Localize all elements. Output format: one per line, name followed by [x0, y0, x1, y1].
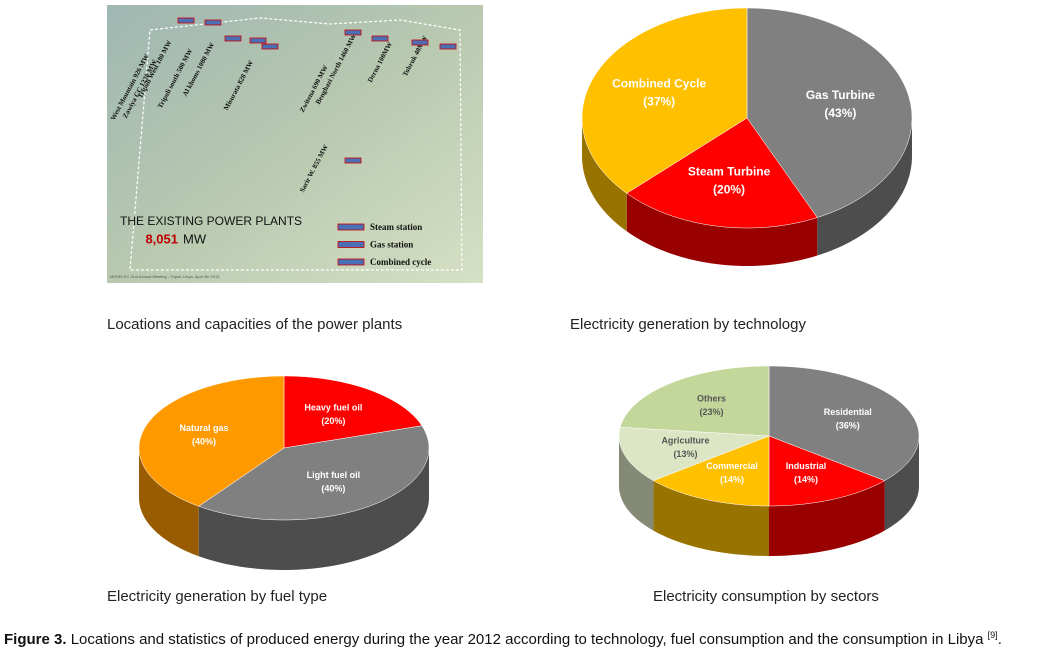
pie-slice	[626, 117, 818, 229]
plant-icon	[344, 157, 362, 164]
figure: THE EXISTING POWER PLANTS 8,051 MW MEDEL…	[107, 5, 920, 605]
map-image	[107, 5, 483, 283]
slice-label: Others	[697, 394, 726, 404]
panel-caption: Electricity generation by technology	[570, 316, 806, 333]
map-heading: THE EXISTING POWER PLANTS	[120, 214, 302, 228]
pie-side	[769, 480, 885, 556]
plant-icon	[411, 39, 429, 46]
legend-label: Combined cycle	[370, 257, 431, 267]
pie-slice	[746, 7, 913, 218]
pie-slice	[138, 375, 285, 507]
slice-label: Heavy fuel oil	[304, 402, 362, 412]
country-border	[129, 17, 463, 271]
panel-caption: Locations and capacities of the power pl…	[107, 316, 402, 333]
legend-label: Gas station	[370, 240, 413, 250]
plant-icon	[371, 35, 389, 42]
map-unit: MW	[183, 231, 207, 246]
plant-icon	[344, 29, 362, 36]
map-footer: MEDELEC 21st Annual Meeting - Tripoli, L…	[110, 274, 220, 279]
slice-label: Natural gas	[180, 423, 229, 433]
slice-value: (20%)	[713, 182, 745, 196]
pie-slice	[768, 435, 886, 507]
slice-value: (13%)	[673, 449, 697, 459]
legend-icon	[337, 258, 365, 266]
pie-slice	[581, 7, 748, 194]
slice-value: (40%)	[321, 483, 345, 493]
slice-value: (14%)	[720, 474, 744, 484]
panel-caption: Electricity consumption by sectors	[653, 588, 879, 605]
figure-caption: Figure 3. Locations and statistics of pr…	[4, 626, 1034, 649]
slice-value: (40%)	[192, 437, 216, 447]
plant-icon	[224, 35, 242, 42]
pie-side	[139, 448, 199, 557]
plant-icon	[204, 19, 222, 26]
plant-icon	[439, 43, 457, 50]
legend-label: Steam station	[370, 222, 422, 232]
slice-label: Agriculture	[661, 435, 709, 445]
pie-side	[582, 118, 627, 232]
slice-label: Light fuel oil	[307, 470, 361, 480]
pie-side	[817, 118, 912, 256]
pie-slice	[283, 375, 423, 449]
slice-label: Combined Cycle	[612, 76, 706, 90]
slice-value: (23%)	[699, 407, 723, 417]
pie-slice	[618, 426, 770, 481]
plant-icon	[177, 17, 195, 24]
legend-icon	[337, 223, 365, 231]
caption-ref: [9]	[987, 630, 998, 640]
caption-label: Figure 3.	[4, 631, 67, 648]
pie-slice	[198, 425, 430, 521]
legend-icon	[337, 241, 365, 248]
panel-caption: Electricity generation by fuel type	[107, 588, 327, 605]
plant-icon	[261, 43, 279, 50]
slice-value: (14%)	[794, 474, 818, 484]
pie-slice	[652, 435, 770, 507]
caption-end: .	[997, 631, 1002, 648]
slice-label: Gas Turbine	[806, 88, 875, 102]
slice-label: Commercial	[706, 461, 758, 471]
pie-slice	[768, 365, 920, 481]
slice-value: (20%)	[321, 416, 345, 426]
pie-side	[626, 193, 818, 266]
caption-text: Locations and statistics of produced ene…	[70, 631, 984, 648]
slice-label: Industrial	[786, 461, 827, 471]
pie-side	[653, 480, 769, 556]
slice-label: Residential	[824, 407, 872, 417]
pie-slice	[619, 365, 770, 437]
pie-side	[198, 448, 429, 570]
slice-label: Steam Turbine	[688, 164, 771, 178]
slice-value: (43%)	[824, 106, 856, 120]
plant-icon	[249, 37, 267, 44]
slice-value: (37%)	[643, 94, 675, 108]
map-total: 8,051	[145, 231, 178, 246]
slice-value: (36%)	[836, 420, 860, 430]
map-panel: THE EXISTING POWER PLANTS 8,051 MW MEDEL…	[107, 5, 483, 283]
